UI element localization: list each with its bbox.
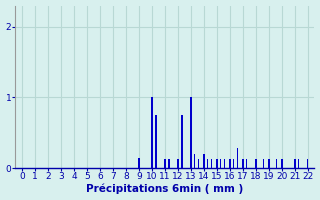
Bar (281, 159, 283, 168)
Bar (276, 159, 277, 168)
Bar (233, 159, 235, 168)
Bar (237, 148, 238, 168)
Bar (203, 154, 204, 168)
Bar (207, 159, 209, 168)
Bar (181, 115, 182, 168)
Bar (255, 159, 257, 168)
Bar (294, 159, 295, 168)
Bar (229, 159, 231, 168)
Bar (190, 97, 192, 168)
Bar (194, 154, 196, 168)
Bar (151, 97, 153, 168)
Bar (242, 159, 244, 168)
Bar (307, 159, 308, 168)
Bar (224, 159, 225, 168)
Bar (216, 159, 218, 168)
Bar (198, 159, 199, 168)
X-axis label: Précipitations 6min ( mm ): Précipitations 6min ( mm ) (86, 184, 244, 194)
Bar (138, 158, 140, 168)
Bar (155, 115, 156, 168)
Bar (246, 159, 247, 168)
Bar (263, 159, 264, 168)
Bar (164, 159, 166, 168)
Bar (298, 159, 300, 168)
Bar (168, 159, 170, 168)
Bar (177, 159, 179, 168)
Bar (268, 159, 269, 168)
Bar (211, 159, 212, 168)
Bar (220, 159, 221, 168)
